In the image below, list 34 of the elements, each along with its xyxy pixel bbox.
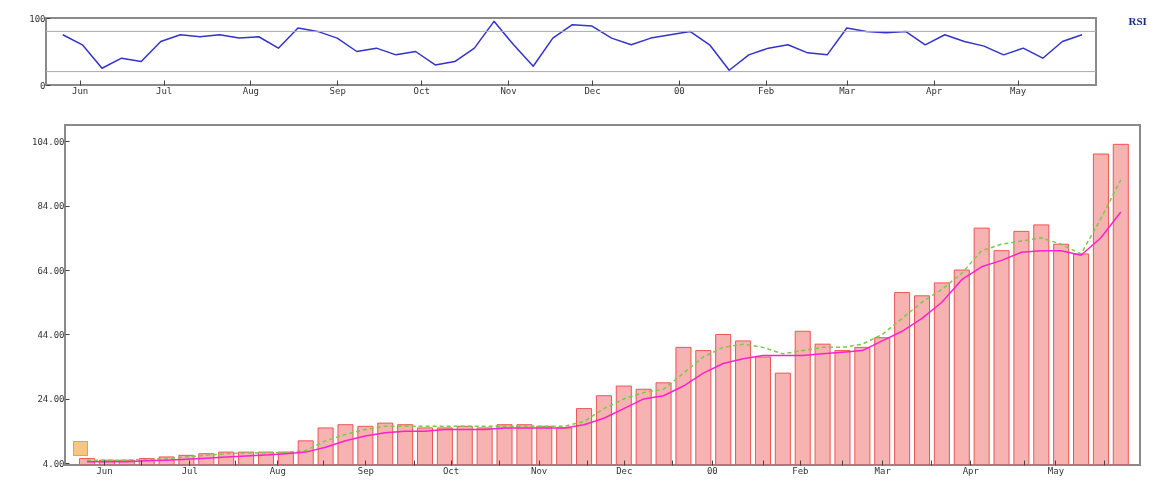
x-tick-label: Aug [269, 465, 286, 476]
x-tick-label: May [1047, 465, 1065, 476]
y-tick-label: 104.00 [31, 136, 65, 147]
x-tick-label: Sep [329, 85, 346, 96]
x-tick-label: Feb [757, 85, 775, 96]
y-tick-label: 4.00 [42, 458, 65, 469]
y-tick-label: 44.00 [37, 329, 65, 340]
x-tick-label: Sep [357, 465, 374, 476]
x-tick-label: Nov [500, 85, 517, 96]
y-tick-label: 24.00 [37, 394, 65, 405]
x-tick-label: Oct [442, 465, 460, 476]
x-tick-label: Feb [792, 465, 809, 476]
y-tick-label: 0 [40, 80, 46, 91]
x-tick-label: Dec [584, 85, 601, 96]
x-tick-label: Oct [413, 85, 430, 96]
x-tick-label: Nov [530, 465, 548, 476]
line-series [62, 20, 1083, 72]
x-tick-label: Apr [925, 85, 943, 96]
x-tick-label: 00 [706, 465, 718, 476]
x-tick-label: 00 [673, 85, 685, 96]
x-tick-label: Apr [962, 465, 980, 476]
y-tick-label: 100 [29, 13, 46, 24]
x-tick-label: May [1009, 85, 1027, 96]
x-tick-label: Jun [96, 465, 113, 476]
x-tick-label: Jun [71, 85, 89, 96]
y-tick-label: 64.00 [37, 265, 65, 276]
x-tick-label: Dec [616, 465, 633, 476]
y-axis-title: RSI [1128, 14, 1147, 27]
x-tick-label: Mar [839, 85, 856, 96]
x-tick-label: Jul [181, 465, 198, 476]
x-tick-label: Aug [242, 85, 260, 96]
x-tick-label: Mar [874, 465, 892, 476]
x-tick-label: Jul [155, 85, 173, 96]
y-tick-label: 84.00 [37, 201, 65, 212]
